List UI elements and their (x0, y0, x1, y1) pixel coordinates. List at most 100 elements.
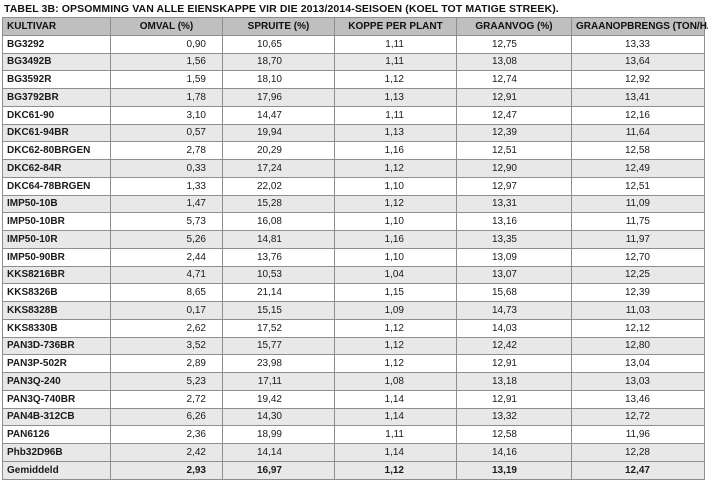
cell-graanvog: 12,74 (456, 70, 572, 89)
cell-graanopbrengs: 12,80 (571, 336, 705, 356)
cell-koppe-per-plant: 1,12 (334, 318, 457, 338)
cell-koppe-per-plant: 1,14 (334, 443, 457, 462)
cell-spruite: 15,15 (222, 301, 335, 320)
cell-graanvog: 12,91 (456, 354, 572, 373)
cell-omval: 3,10 (110, 105, 223, 125)
cell-omval: 2,89 (110, 354, 223, 373)
cell-omval: 2,42 (110, 443, 223, 462)
table-row: Phb32D96B 2,42 14,14 1,14 14,16 12,28 (2, 443, 705, 462)
cell-graanopbrengs: 11,03 (571, 301, 705, 320)
cell-graanopbrengs: 13,33 (571, 34, 705, 54)
cell-koppe-per-plant: 1,16 (334, 230, 457, 249)
table-row: IMP50-90BR 2,44 13,76 1,10 13,09 12,70 (2, 247, 705, 267)
cell-graanopbrengs: 12,92 (571, 70, 705, 89)
cell-kultivar: DKC61-94BR (2, 123, 111, 143)
cell-graanopbrengs: 13,04 (571, 354, 705, 373)
table-row: DKC62-84R 0,33 17,24 1,12 12,90 12,49 (2, 159, 705, 178)
cell-graanvog: 13,31 (456, 194, 572, 214)
average-koppe-per-plant: 1,12 (334, 460, 457, 480)
cell-koppe-per-plant: 1,11 (334, 34, 457, 54)
cell-koppe-per-plant: 1,04 (334, 265, 457, 285)
cell-spruite: 16,08 (222, 212, 335, 231)
header-spruite: SPRUITE (%) (222, 17, 335, 36)
cell-koppe-per-plant: 1,12 (334, 70, 457, 89)
cell-kultivar: BG3492B (2, 52, 111, 72)
table-row: IMP50-10R 5,26 14,81 1,16 13,35 11,97 (2, 230, 705, 249)
table-row: DKC64-78BRGEN 1,33 22,02 1,10 12,97 12,51 (2, 176, 705, 196)
table-row: PAN3Q-240 5,23 17,11 1,08 13,18 13,03 (2, 372, 705, 391)
cell-graanopbrengs: 12,12 (571, 318, 705, 338)
cell-koppe-per-plant: 1,11 (334, 105, 457, 125)
cell-graanvog: 12,91 (456, 88, 572, 107)
cell-spruite: 20,29 (222, 141, 335, 160)
cell-graanvog: 12,58 (456, 425, 572, 444)
header-omval: OMVAL (%) (110, 17, 223, 36)
cell-koppe-per-plant: 1,09 (334, 301, 457, 320)
table-row: BG3592R 1,59 18,10 1,12 12,74 12,92 (2, 70, 705, 89)
cell-koppe-per-plant: 1,15 (334, 283, 457, 302)
cell-koppe-per-plant: 1,10 (334, 176, 457, 196)
header-kultivar: KULTIVAR (2, 17, 111, 36)
cell-kultivar: KKS8216BR (2, 265, 111, 285)
cell-omval: 0,90 (110, 34, 223, 54)
cell-spruite: 19,94 (222, 123, 335, 143)
average-graanopbrengs: 12,47 (571, 460, 705, 480)
cell-graanopbrengs: 12,49 (571, 159, 705, 178)
cell-graanopbrengs: 11,64 (571, 123, 705, 143)
cell-koppe-per-plant: 1,12 (334, 336, 457, 356)
cell-graanvog: 15,68 (456, 283, 572, 302)
cell-koppe-per-plant: 1,12 (334, 194, 457, 214)
cell-kultivar: BG3592R (2, 70, 111, 89)
cell-spruite: 19,42 (222, 389, 335, 409)
table-row: DKC62-80BRGEN 2,78 20,29 1,16 12,51 12,58 (2, 141, 705, 160)
cell-graanvog: 13,08 (456, 52, 572, 72)
cell-graanvog: 13,09 (456, 247, 572, 267)
cell-spruite: 10,65 (222, 34, 335, 54)
cell-spruite: 13,76 (222, 247, 335, 267)
cell-kultivar: Phb32D96B (2, 443, 111, 462)
cell-omval: 1,78 (110, 88, 223, 107)
header-row: KULTIVAR OMVAL (%) SPRUITE (%) KOPPE PER… (2, 17, 708, 36)
header-graanopbrengs: GRAANOPBRENGS (TON/HA) (571, 17, 708, 36)
cell-omval: 1,59 (110, 70, 223, 89)
table-row: PAN4B-312CB 6,26 14,30 1,14 13,32 12,72 (2, 407, 705, 427)
cell-koppe-per-plant: 1,13 (334, 88, 457, 107)
cell-omval: 5,73 (110, 212, 223, 231)
cell-omval: 3,52 (110, 336, 223, 356)
cell-spruite: 21,14 (222, 283, 335, 302)
cell-kultivar: DKC62-80BRGEN (2, 141, 111, 160)
cell-kultivar: PAN3D-736BR (2, 336, 111, 356)
cell-graanvog: 12,51 (456, 141, 572, 160)
cell-omval: 1,47 (110, 194, 223, 214)
cell-graanopbrengs: 12,70 (571, 247, 705, 267)
cell-kultivar: IMP50-10B (2, 194, 111, 214)
cell-omval: 1,56 (110, 52, 223, 72)
cell-kultivar: DKC64-78BRGEN (2, 176, 111, 196)
average-graanvog: 13,19 (456, 460, 572, 480)
cell-koppe-per-plant: 1,08 (334, 372, 457, 391)
header-koppe-per-plant: KOPPE PER PLANT (334, 17, 457, 36)
cell-koppe-per-plant: 1,16 (334, 141, 457, 160)
cell-graanvog: 12,97 (456, 176, 572, 196)
cell-graanopbrengs: 13,64 (571, 52, 705, 72)
header-graanvog: GRAANVOG (%) (456, 17, 572, 36)
cell-spruite: 17,11 (222, 372, 335, 391)
table-row: IMP50-10B 1,47 15,28 1,12 13,31 11,09 (2, 194, 705, 214)
cell-kultivar: PAN3Q-740BR (2, 389, 111, 409)
cell-kultivar: KKS8326B (2, 283, 111, 302)
table-caption: TABEL 3B: OPSOMMING VAN ALLE EIENSKAPPE … (4, 3, 559, 15)
cell-koppe-per-plant: 1,12 (334, 159, 457, 178)
cell-omval: 8,65 (110, 283, 223, 302)
cell-graanvog: 13,16 (456, 212, 572, 231)
cell-graanopbrengs: 13,41 (571, 88, 705, 107)
cell-graanvog: 13,18 (456, 372, 572, 391)
cell-kultivar: IMP50-10BR (2, 212, 111, 231)
cell-omval: 6,26 (110, 407, 223, 427)
cell-koppe-per-plant: 1,12 (334, 354, 457, 373)
cell-kultivar: PAN4B-312CB (2, 407, 111, 427)
cell-graanopbrengs: 11,75 (571, 212, 705, 231)
cell-omval: 4,71 (110, 265, 223, 285)
cell-omval: 0,57 (110, 123, 223, 143)
cell-kultivar: PAN6126 (2, 425, 111, 444)
cell-koppe-per-plant: 1,11 (334, 425, 457, 444)
